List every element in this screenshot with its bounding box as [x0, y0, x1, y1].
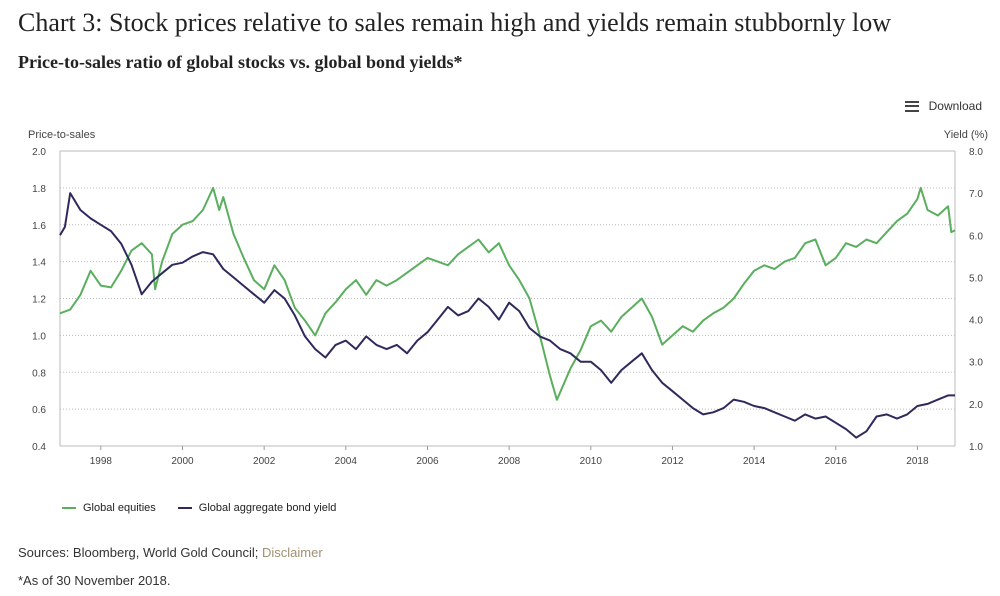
x-tick-label: 2004 — [335, 456, 358, 467]
legend-item-equities[interactable]: Global equities — [62, 502, 156, 514]
x-tick-label: 2000 — [171, 456, 194, 467]
chart-plot: 2.0 1.8 1.6 1.4 1.2 1.0 0.8 0.6 0.4 8.0 7.0 6.0 5.0 4… — [32, 147, 983, 467]
legend-swatch-bond-yield — [177, 507, 192, 509]
footnote: *As of 30 November 2018. — [18, 573, 171, 588]
series-line-global-equities — [59, 186, 956, 401]
x-tick-label: 2010 — [580, 456, 603, 467]
sources-prefix: Sources: Bloomberg, World Gold Council; — [18, 545, 262, 560]
left-tick-label: 1.0 — [32, 331, 46, 342]
left-tick-label: 0.6 — [32, 405, 46, 416]
sources-text: Sources: Bloomberg, World Gold Council; … — [18, 545, 323, 560]
legend-label-equities: Global equities — [83, 502, 156, 514]
left-tick-label: 0.4 — [32, 442, 46, 453]
x-tick-label: 2014 — [743, 456, 766, 467]
chart-legend: Global equities Global aggregate bond yi… — [62, 502, 336, 514]
x-tick-label: 2006 — [416, 456, 439, 467]
series-line-bond-yield — [59, 192, 955, 439]
left-tick-label: 1.2 — [32, 295, 46, 306]
x-tick-label: 1998 — [90, 456, 113, 467]
left-tick-label: 2.0 — [32, 147, 46, 158]
left-tick-label: 0.8 — [32, 368, 46, 379]
x-tick-label: 2012 — [661, 456, 684, 467]
disclaimer-link[interactable]: Disclaimer — [261, 545, 323, 560]
right-axis-title: Yield (%) — [943, 129, 988, 141]
right-tick-label: 4.0 — [969, 316, 983, 327]
download-label: Download — [928, 99, 982, 113]
x-tick-label: 2018 — [906, 456, 929, 467]
legend-swatch-equities — [62, 507, 76, 509]
x-tick-label: 2016 — [825, 456, 848, 467]
chart-subtitle: Price-to-sales ratio of global stocks vs… — [18, 52, 463, 72]
right-tick-label: 5.0 — [969, 273, 983, 284]
right-tick-label: 6.0 — [969, 231, 983, 242]
x-tick-label: 2002 — [253, 456, 276, 467]
right-tick-label: 1.0 — [969, 442, 983, 453]
legend-label-bond-yield: Global aggregate bond yield — [198, 502, 337, 514]
right-tick-label: 7.0 — [969, 189, 983, 200]
left-axis-title: Price-to-sales — [28, 129, 96, 141]
x-tick-label: 2008 — [498, 456, 521, 467]
legend-item-bond-yield[interactable]: Global aggregate bond yield — [177, 502, 337, 514]
right-tick-label: 8.0 — [969, 147, 983, 158]
left-tick-label: 1.6 — [32, 221, 46, 232]
download-button[interactable]: Download — [904, 99, 982, 113]
left-tick-label: 1.4 — [32, 258, 46, 269]
right-tick-label: 3.0 — [969, 358, 983, 369]
left-tick-label: 1.8 — [32, 184, 46, 195]
right-tick-label: 2.0 — [969, 400, 983, 411]
menu-icon — [904, 100, 919, 112]
chart-title: Chart 3: Stock prices relative to sales … — [18, 8, 891, 37]
